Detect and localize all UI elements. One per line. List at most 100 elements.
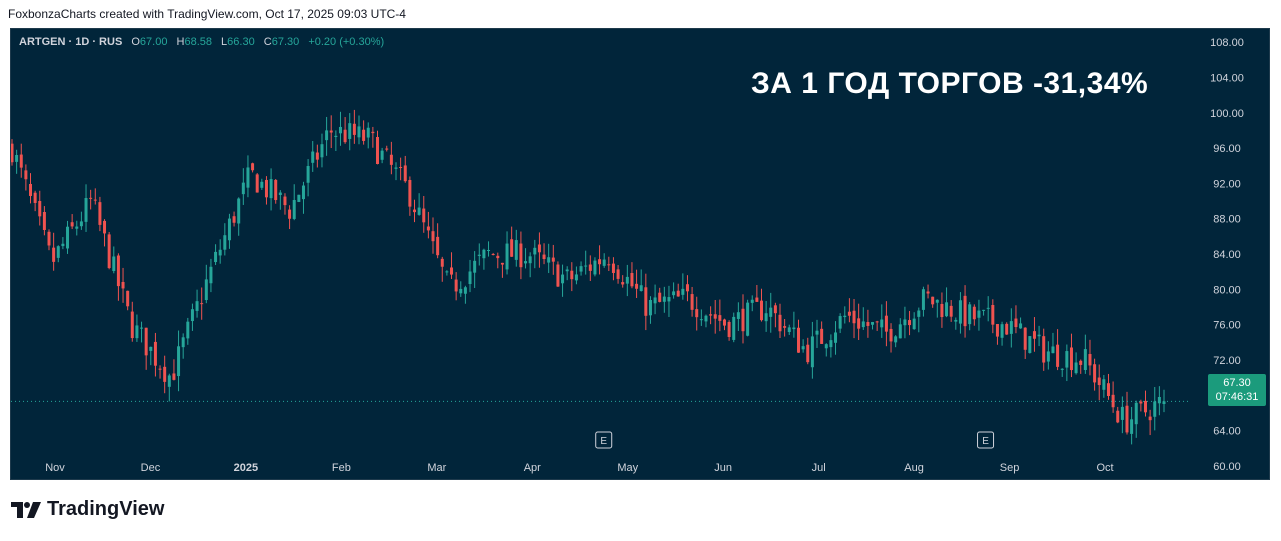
time-axis: Nov Dec 2025 Feb Mar Apr May Jun Jul Aug Sep Oct [45, 462, 1113, 474]
price-tick-label: 92.00 [1213, 178, 1241, 190]
candle-body [991, 304, 995, 325]
candle-body [510, 239, 514, 257]
candle-body [1143, 400, 1147, 413]
candlestick-chart[interactable]: 108.00 104.00 100.00 96.00 92.00 88.00 84.00 80… [11, 29, 1269, 479]
candle-body [1116, 410, 1120, 423]
candle-body [371, 131, 375, 134]
candle-body [440, 258, 444, 267]
candle-body [144, 327, 148, 356]
candle-body [195, 301, 199, 311]
price-tick-label: 72.00 [1213, 355, 1241, 367]
candle-body [93, 199, 97, 201]
candle-body [357, 126, 361, 138]
candle-body [459, 288, 463, 294]
candle-body [783, 326, 787, 328]
price-tick-label: 96.00 [1213, 143, 1241, 155]
candle-body [246, 167, 250, 188]
candle-body [709, 314, 713, 316]
candle-body [972, 306, 976, 320]
candle-body [824, 344, 828, 349]
candle-body [958, 300, 962, 324]
candle-body [704, 315, 708, 322]
price-tick-label: 88.00 [1213, 214, 1241, 226]
candle-body [251, 163, 255, 171]
chart-panel[interactable]: ARTGEN · 1D · RUS O67.00 H68.58 L66.30 C… [10, 28, 1270, 480]
time-tick-label: Sep [1000, 462, 1020, 474]
candle-body [1088, 354, 1092, 366]
price-axis: 108.00 104.00 100.00 96.00 92.00 88.00 84.00 80… [1210, 37, 1244, 473]
candle-body [1130, 419, 1134, 434]
candle-body [426, 226, 430, 231]
candle-body [732, 316, 736, 340]
candle-body [894, 336, 898, 343]
candle-body [857, 318, 861, 329]
candle-body [389, 154, 393, 165]
candle-body [1102, 379, 1106, 390]
candle-body [19, 154, 23, 168]
open-label: O [131, 36, 140, 48]
earnings-marker-label: E [600, 436, 607, 447]
candle-body [223, 235, 227, 250]
candle-body [1120, 406, 1124, 420]
candle-body [75, 226, 79, 229]
candle-body [11, 143, 14, 163]
candle-body [204, 279, 208, 301]
candle-body [935, 299, 939, 303]
candle-body [528, 256, 532, 264]
earnings-marker[interactable] [595, 431, 613, 449]
candle-body [514, 240, 518, 260]
candle-body [385, 148, 389, 150]
candle-body [806, 344, 810, 363]
earnings-marker[interactable] [977, 431, 995, 449]
candle-body [871, 322, 875, 325]
candle-body [1019, 323, 1023, 329]
candle-body [1106, 383, 1110, 396]
time-tick-label: Oct [1096, 462, 1113, 474]
candle-body [570, 270, 574, 280]
candle-body [311, 151, 315, 163]
time-tick-label: May [617, 462, 638, 474]
candle-body [639, 285, 643, 291]
symbol-legend: ARTGEN · 1D · RUS O67.00 H68.58 L66.30 C… [19, 36, 384, 48]
candle-body [607, 264, 611, 266]
candle-body [598, 259, 602, 265]
candle-body [852, 310, 856, 324]
candle-body [884, 315, 888, 332]
candle-body [1032, 331, 1036, 339]
candle-body [1083, 349, 1087, 371]
candle-body [1028, 336, 1032, 353]
candle-body [130, 311, 134, 339]
candle-body [542, 254, 546, 260]
candle-body [625, 276, 629, 284]
close-value: 67.30 [271, 36, 300, 48]
candle-body [963, 295, 967, 327]
change-value: +0.20 (+0.30%) [308, 36, 385, 48]
candle-body [778, 314, 782, 332]
candle-body [861, 321, 865, 328]
candle-body [15, 155, 19, 162]
candle-body [112, 256, 116, 272]
candle-body [149, 346, 153, 351]
candle-body [584, 265, 588, 267]
candle-body [713, 314, 717, 319]
candle-body [547, 257, 551, 263]
candle-body [815, 330, 819, 335]
candle-body [181, 337, 185, 348]
candle-body [107, 234, 111, 269]
candle-body [431, 231, 435, 242]
candle-body [52, 247, 56, 262]
tradingview-logo[interactable]: TradingView [11, 498, 164, 521]
candle-body [1125, 405, 1129, 433]
candle-body [329, 130, 333, 133]
candle-body [695, 309, 699, 318]
candle-body [977, 310, 981, 318]
time-tick-label: Jul [812, 462, 826, 474]
candle-body [200, 303, 204, 305]
open-value: 67.00 [139, 36, 168, 48]
price-tick-label: 100.00 [1210, 108, 1244, 120]
time-tick-label: Apr [524, 462, 541, 474]
candle-body [722, 319, 726, 326]
candle-body [403, 165, 407, 182]
candle-body [450, 267, 454, 275]
